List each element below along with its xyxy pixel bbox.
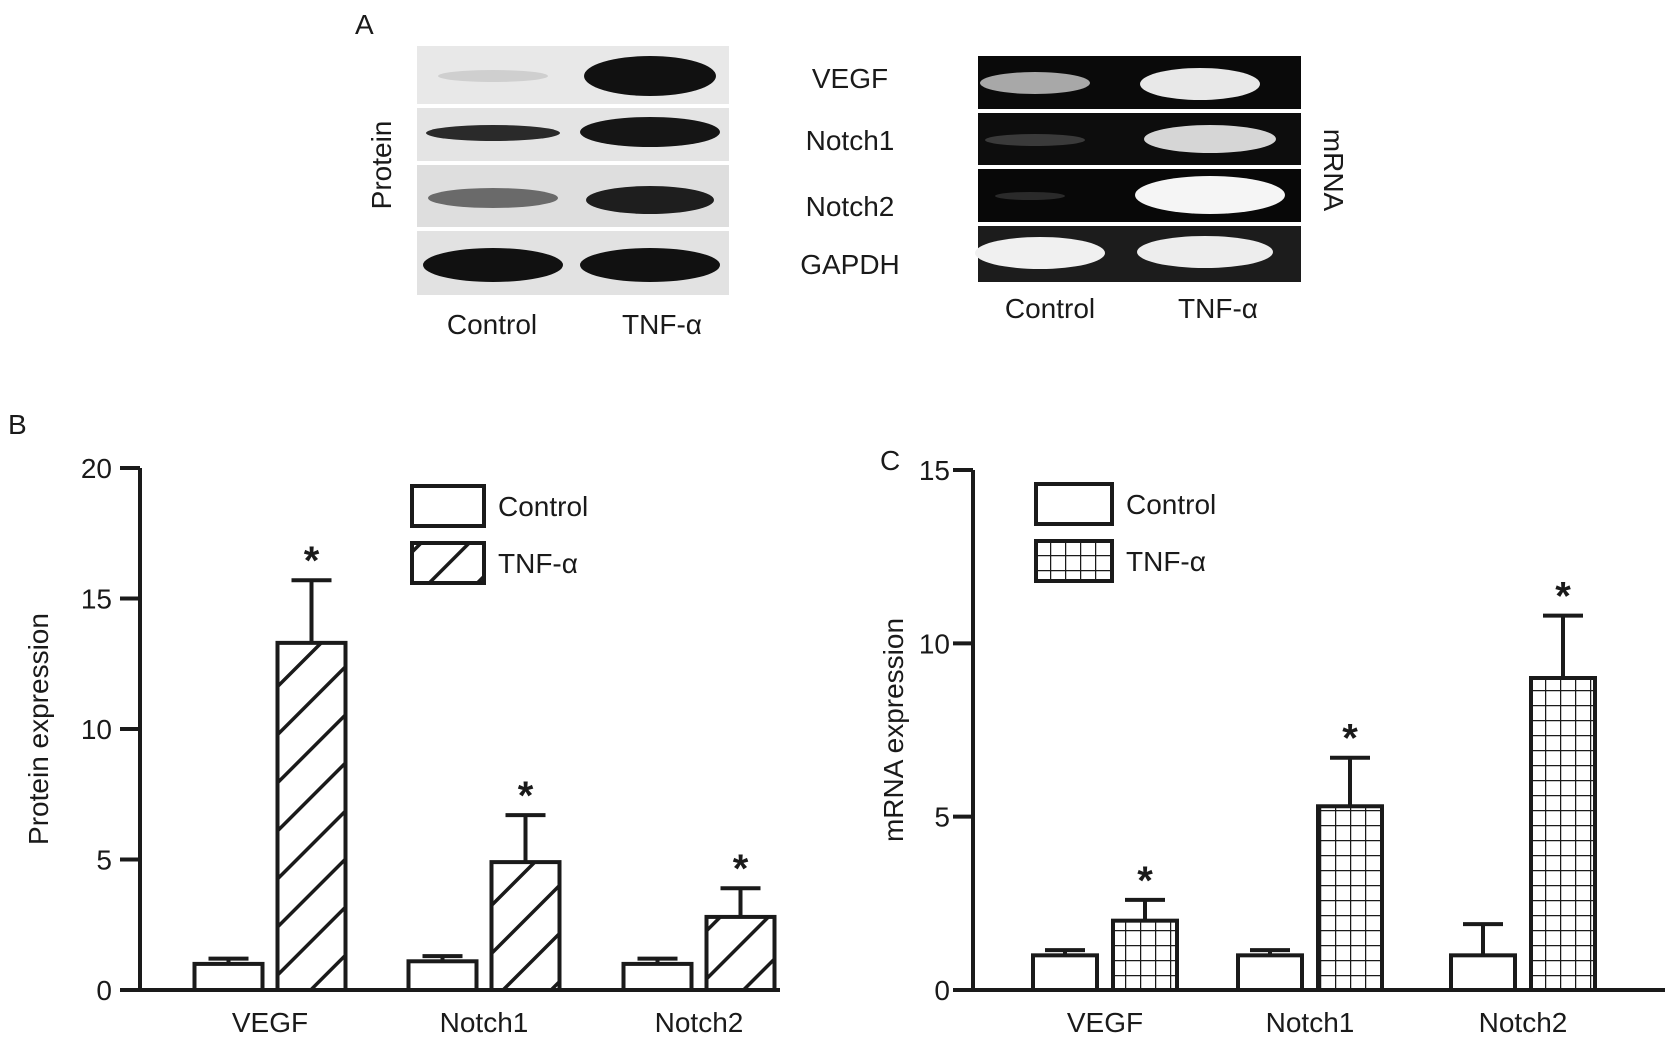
panel-a: A Protein VEGF Notch1 Notch2 GAPDH Contr…: [355, 9, 1349, 340]
protein-band-gapdh-tnf: [580, 248, 720, 282]
protein-side-label: Protein: [366, 121, 397, 210]
bar-control-notch2: [621, 961, 694, 993]
y-axis-label: Protein expression: [23, 613, 54, 845]
mrna-band-notch1-control: [985, 134, 1085, 146]
bar-tnf-notch1: [1316, 804, 1384, 992]
mrna-band-vegf-tnf: [1140, 68, 1260, 100]
panel-a-letter: A: [355, 9, 374, 40]
bar-tnf-notch1: [489, 860, 562, 992]
y-tick-label: 20: [81, 453, 112, 484]
legend-swatch-control: [410, 484, 486, 528]
protein-expression-chart: 0 5 10 15 20 Protein expression VEGF Notch1 Notc…: [23, 453, 780, 1038]
mrna-lane-label-tnf: TNF-α: [1178, 293, 1258, 324]
bar-tnf-notch2: [704, 914, 777, 992]
protein-band-notch2-tnf: [586, 186, 714, 214]
legend-label-control: Control: [1126, 489, 1216, 520]
blot-row-label-vegf: VEGF: [812, 63, 888, 94]
protein-lane-label-control: Control: [447, 309, 537, 340]
x-tick-label-notch1: Notch1: [440, 1007, 529, 1038]
significance-marker-notch1: *: [518, 774, 534, 818]
y-tick-label: 15: [81, 584, 112, 615]
x-tick-label-vegf: VEGF: [1067, 1007, 1143, 1038]
y-tick-label: 5: [934, 802, 950, 833]
mrna-band-vegf-control: [980, 72, 1090, 94]
protein-lane-label-tnf: TNF-α: [622, 309, 702, 340]
x-tick-label-notch2: Notch2: [1479, 1007, 1568, 1038]
y-tick-label: 15: [919, 455, 950, 486]
significance-marker-notch2: *: [733, 847, 749, 891]
blot-row-label-notch1: Notch1: [806, 125, 895, 156]
mrna-side-label: mRNA: [1318, 129, 1349, 212]
mrna-band-gapdh-control: [975, 237, 1105, 269]
panel-c: C 0 5 10 15 mRNA expression VEGF Notch1 Notch2 *…: [878, 445, 1665, 1038]
blot-row-label-gapdh: GAPDH: [800, 249, 900, 280]
bar-control-vegf: [1031, 953, 1099, 992]
legend-swatch-tnf: [410, 541, 486, 585]
protein-band-notch1-tnf: [580, 117, 720, 147]
protein-band-gapdh-control: [423, 248, 563, 282]
x-tick-label-vegf: VEGF: [232, 1007, 308, 1038]
bar-tnf-vegf: [275, 640, 348, 992]
y-tick-label: 0: [96, 975, 112, 1006]
protein-band-notch1-control: [426, 125, 560, 141]
mrna-lane-label-control: Control: [1005, 293, 1095, 324]
mrna-band-notch1-tnf: [1144, 125, 1276, 153]
legend-swatch-tnf: [1034, 539, 1114, 583]
significance-marker-notch2: *: [1555, 575, 1571, 619]
mrna-band-notch2-control: [995, 192, 1065, 200]
y-axis-label: mRNA expression: [878, 618, 909, 842]
legend-swatch-control: [1034, 482, 1114, 526]
mrna-band-notch2-tnf: [1135, 176, 1285, 214]
mrna-gel-image: [975, 56, 1301, 282]
bar-control-vegf: [192, 961, 265, 993]
protein-band-notch2-control: [428, 188, 558, 208]
panel-c-letter: C: [880, 445, 900, 476]
x-tick-label-notch2: Notch2: [655, 1007, 744, 1038]
significance-marker-notch1: *: [1342, 717, 1358, 761]
protein-band-vegf-control: [438, 70, 548, 82]
panel-b: B 0 5 10 15 20 Protein expression VEGF Notch1 No…: [8, 409, 780, 1038]
y-tick-label: 5: [96, 845, 112, 876]
significance-marker-vegf: *: [1137, 859, 1153, 903]
legend-label-tnf: TNF-α: [1126, 546, 1206, 577]
protein-blot-image: [417, 46, 729, 295]
bar-control-notch2: [1449, 953, 1517, 992]
bar-tnf-vegf: [1111, 918, 1179, 993]
mrna-expression-chart: 0 5 10 15 mRNA expression VEGF Notch1 Notch2 * * *…: [878, 455, 1665, 1038]
blot-row-label-notch2: Notch2: [806, 191, 895, 222]
mrna-band-gapdh-tnf: [1137, 236, 1273, 268]
bar-tnf-notch2: [1529, 676, 1597, 992]
x-tick-label-notch1: Notch1: [1266, 1007, 1355, 1038]
panel-b-letter: B: [8, 409, 27, 440]
bar-control-notch1: [406, 959, 479, 992]
y-tick-label: 10: [919, 628, 950, 659]
protein-band-vegf-tnf: [584, 56, 716, 96]
y-tick-label: 0: [934, 975, 950, 1006]
y-tick-label: 10: [81, 714, 112, 745]
bar-control-notch1: [1236, 953, 1304, 992]
legend-label-control: Control: [498, 491, 588, 522]
legend-label-tnf: TNF-α: [498, 548, 578, 579]
significance-marker-vegf: *: [304, 539, 320, 583]
